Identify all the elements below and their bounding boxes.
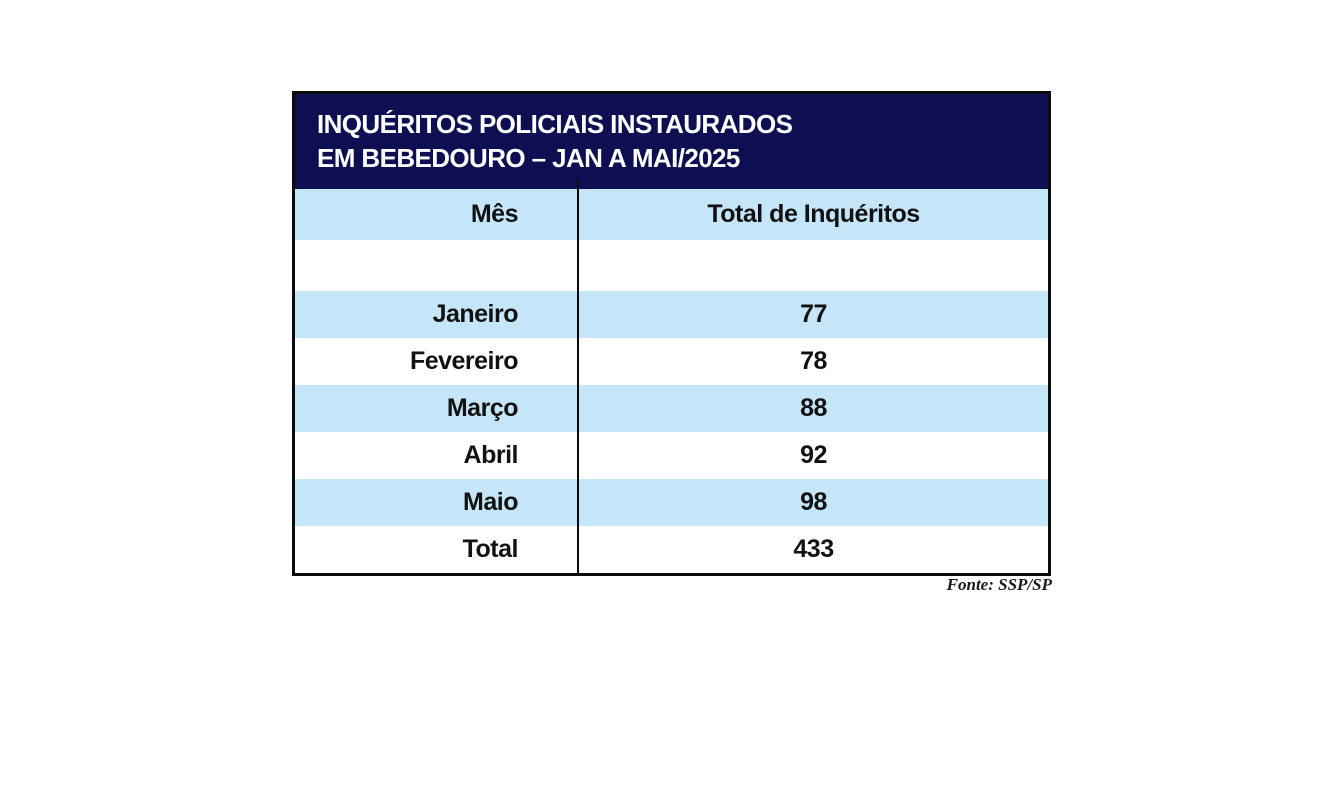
table-title-line-2: EM BEBEDOURO – JAN A MAI/2025 xyxy=(317,143,740,173)
row-month-label: Janeiro xyxy=(432,300,519,328)
table-header-row: Mês Total de Inquéritos xyxy=(295,189,1048,240)
row-total-value: 77 xyxy=(800,300,827,328)
table-row: Maio 98 xyxy=(295,479,1048,526)
table-spacer-row xyxy=(295,240,1048,291)
table-total-row: Total 433 xyxy=(295,526,1048,573)
row-month-label: Março xyxy=(446,394,519,422)
table-row: Janeiro 77 xyxy=(295,291,1048,338)
row-month-label: Maio xyxy=(463,488,518,516)
total-row-label: Total xyxy=(462,535,519,563)
column-divider xyxy=(577,179,579,573)
column-header-total: Total de Inquéritos xyxy=(707,200,920,228)
table-row: Fevereiro 78 xyxy=(295,338,1048,385)
source-note: Fonte: SSP/SP xyxy=(946,575,1052,594)
column-header-month: Mês xyxy=(470,200,519,228)
data-table: INQUÉRITOS POLICIAIS INSTAURADOS EM BEBE… xyxy=(292,91,1051,576)
row-total-value: 88 xyxy=(800,394,827,422)
row-total-value: 98 xyxy=(800,488,827,516)
table-title-line-1: INQUÉRITOS POLICIAIS INSTAURADOS xyxy=(317,109,793,139)
table-title-band: INQUÉRITOS POLICIAIS INSTAURADOS EM BEBE… xyxy=(295,94,1048,189)
row-total-value: 92 xyxy=(800,441,827,469)
table-row: Abril 92 xyxy=(295,432,1048,479)
row-month-label: Fevereiro xyxy=(409,347,519,375)
row-total-value: 78 xyxy=(800,347,827,375)
row-month-label: Abril xyxy=(463,441,519,469)
total-row-value: 433 xyxy=(793,535,834,563)
table-row: Março 88 xyxy=(295,385,1048,432)
